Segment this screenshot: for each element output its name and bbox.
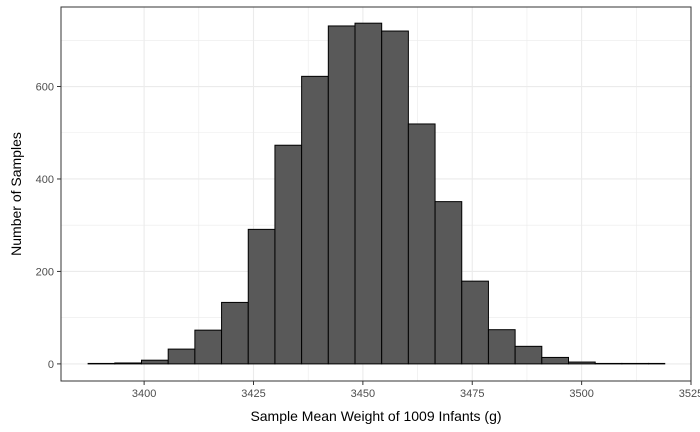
histogram-bar: [194, 329, 223, 365]
x-tick-label: 3450: [351, 388, 375, 400]
histogram-bar: [274, 144, 303, 365]
panel-border: [60, 6, 692, 382]
histogram-bar: [487, 329, 516, 365]
histogram-bar: [354, 22, 383, 365]
histogram-bar: [434, 201, 463, 365]
y-tick-label: 600: [36, 82, 54, 94]
histogram-bar: [514, 345, 543, 365]
y-tick-label: 0: [48, 359, 54, 371]
histogram-bars: [87, 22, 666, 365]
histogram-bar: [407, 123, 436, 365]
x-tick-label: 3525: [679, 388, 700, 400]
y-axis-ticks: 0 200 400 600: [36, 82, 61, 371]
histogram-bar: [327, 25, 356, 365]
x-tick-label: 3400: [132, 388, 156, 400]
histogram-bar: [247, 228, 276, 365]
histogram-bar: [114, 362, 142, 365]
y-tick-label: 400: [36, 174, 54, 186]
x-axis-title: Sample Mean Weight of 1009 Infants (g): [250, 408, 501, 424]
histogram-bar: [167, 348, 196, 365]
histogram-bar: [141, 359, 169, 365]
histogram-bar: [541, 356, 569, 365]
histogram-bar: [221, 301, 249, 365]
x-tick-label: 3475: [460, 388, 484, 400]
y-axis-title: Number of Samples: [8, 132, 24, 256]
x-axis-ticks: 3400 3425 3450 3475 3500 3525: [132, 381, 700, 400]
histogram-bar: [461, 280, 489, 365]
histogram-bar: [568, 361, 596, 365]
x-tick-label: 3500: [569, 388, 593, 400]
y-tick-label: 200: [36, 266, 54, 278]
histogram-bar: [301, 75, 329, 365]
x-tick-label: 3425: [241, 388, 265, 400]
histogram-bar: [381, 30, 409, 365]
